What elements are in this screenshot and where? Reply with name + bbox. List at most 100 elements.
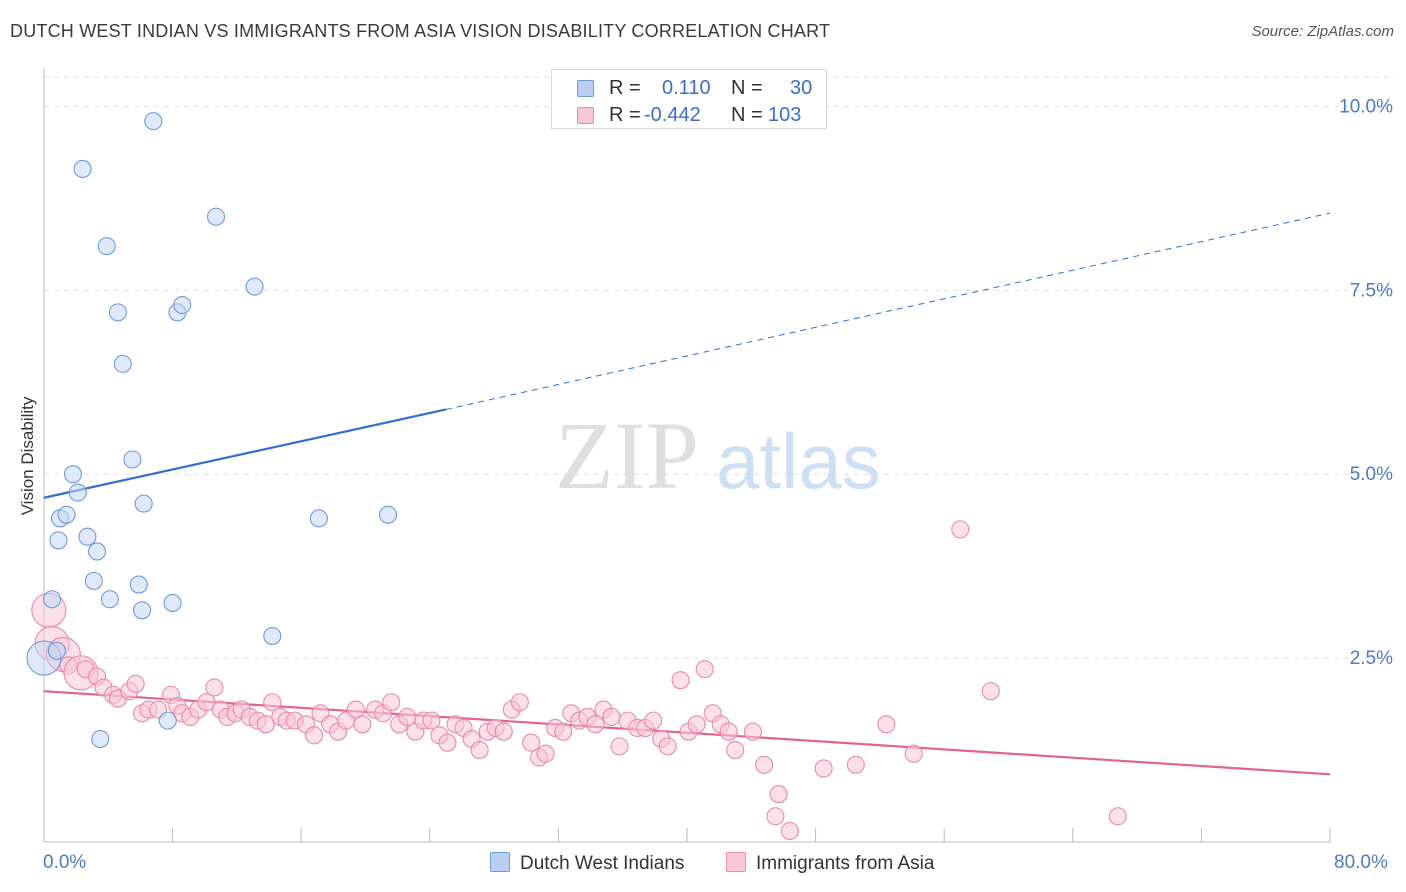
correlation-legend: R = 0.110 N = 30 R = -0.442 N = 103 <box>551 69 827 129</box>
legend-r-label: R = <box>609 77 641 99</box>
point-immigrants-from-asia <box>536 744 555 763</box>
point-immigrants-from-asia <box>263 693 282 712</box>
point-dutch-west-indians <box>63 465 82 484</box>
legend-swatch-pink <box>577 107 594 124</box>
legend-swatch-pink <box>726 852 746 872</box>
bottom-legend-dutch: Dutch West Indians <box>490 852 684 875</box>
point-immigrants-from-asia <box>769 785 788 804</box>
axes <box>43 68 1331 843</box>
point-immigrants-from-asia <box>610 737 629 756</box>
legend-label-asia: Immigrants from Asia <box>756 853 935 874</box>
point-immigrants-from-asia <box>695 660 714 679</box>
point-immigrants-from-asia <box>904 744 923 763</box>
point-immigrants-from-asia <box>951 520 970 539</box>
legend-swatch-blue <box>490 852 510 872</box>
bottom-legend-asia: Immigrants from Asia <box>726 852 934 875</box>
point-dutch-west-indians <box>42 590 62 609</box>
point-immigrants-from-asia <box>743 722 762 741</box>
legend-label-dutch: Dutch West Indians <box>520 853 685 874</box>
point-immigrants-from-asia <box>305 726 324 745</box>
point-immigrants-from-asia <box>382 693 401 712</box>
point-immigrants-from-asia <box>981 682 1000 701</box>
point-immigrants-from-asia <box>766 807 785 826</box>
legend-r-value: -0.442 <box>644 104 701 126</box>
point-dutch-west-indians <box>78 527 97 546</box>
gridlines <box>44 76 1395 659</box>
point-dutch-west-indians <box>100 590 119 609</box>
y-tick-label: 2.5% <box>1350 648 1393 669</box>
point-immigrants-from-asia <box>726 741 745 760</box>
point-immigrants-from-asia <box>205 678 224 697</box>
chart-title: DUTCH WEST INDIAN VS IMMIGRANTS FROM ASI… <box>10 21 831 41</box>
point-immigrants-from-asia <box>644 711 663 730</box>
point-immigrants-from-asia <box>422 711 441 730</box>
point-immigrants-from-asia <box>602 707 621 727</box>
point-dutch-west-indians <box>245 277 264 296</box>
point-dutch-west-indians <box>113 354 132 373</box>
point-dutch-west-indians <box>309 509 328 528</box>
y-tick-label: 5.0% <box>1350 464 1393 485</box>
point-immigrants-from-asia <box>755 755 774 774</box>
point-immigrants-from-asia <box>1108 807 1127 826</box>
point-immigrants-from-asia <box>658 737 677 756</box>
point-dutch-west-indians <box>68 483 87 502</box>
point-dutch-west-indians <box>57 505 76 524</box>
point-dutch-west-indians <box>84 571 103 590</box>
y-tick-label: 7.5% <box>1350 280 1393 301</box>
point-dutch-west-indians <box>133 601 152 620</box>
point-immigrants-from-asia <box>814 759 833 778</box>
legend-r-label: R = <box>609 104 641 126</box>
point-dutch-west-indians <box>91 729 110 749</box>
y-tick-label: 10.0% <box>1339 96 1393 117</box>
point-dutch-west-indians <box>158 711 177 730</box>
legend-n-value: 103 <box>768 104 802 126</box>
point-dutch-west-indians <box>123 450 142 469</box>
point-dutch-west-indians <box>87 542 107 561</box>
trend-line-0 <box>43 408 447 499</box>
point-dutch-west-indians <box>173 295 192 315</box>
legend-swatch-blue <box>577 80 594 97</box>
point-dutch-west-indians <box>134 494 153 513</box>
legend-n-value: 30 <box>790 77 813 99</box>
point-dutch-west-indians <box>144 112 163 131</box>
y-tick-labels: 2.5% 5.0% 7.5% 10.0% <box>1339 96 1393 669</box>
watermark-atlas: atlas <box>716 417 881 505</box>
y-axis-label: Vision Disability <box>18 396 37 516</box>
point-immigrants-from-asia <box>877 715 896 734</box>
legend-row-asia: R = -0.442 N = 103 <box>552 102 826 128</box>
point-immigrants-from-asia <box>554 722 573 741</box>
x-tick-label-max: 80.0% <box>1334 852 1388 873</box>
point-immigrants-from-asia <box>780 821 799 841</box>
legend-row-dutch: R = 0.110 N = 30 <box>552 75 826 101</box>
point-immigrants-from-asia <box>126 674 145 693</box>
point-immigrants-from-asia <box>719 722 738 741</box>
point-immigrants-from-asia <box>522 733 541 752</box>
trend-line-projection-0 <box>445 212 1331 410</box>
point-dutch-west-indians <box>97 237 116 256</box>
legend-n-label: N = <box>731 77 763 99</box>
legend-n-label: N = <box>731 104 763 126</box>
source-label: Source: ZipAtlas.com <box>1251 23 1394 40</box>
point-dutch-west-indians <box>206 207 226 226</box>
point-immigrants-from-asia <box>687 715 706 734</box>
point-immigrants-from-asia <box>671 671 690 690</box>
point-immigrants-from-asia <box>510 693 529 712</box>
point-dutch-west-indians <box>49 531 68 550</box>
legend-r-value: 0.110 <box>662 77 711 99</box>
data-points <box>26 112 1127 841</box>
point-dutch-west-indians <box>263 626 282 646</box>
point-dutch-west-indians <box>378 505 398 524</box>
point-immigrants-from-asia <box>438 733 457 752</box>
point-dutch-west-indians <box>108 303 127 322</box>
point-immigrants-from-asia <box>197 693 216 712</box>
point-dutch-west-indians <box>163 593 182 612</box>
point-immigrants-from-asia <box>470 741 489 760</box>
point-dutch-west-indians <box>73 159 92 178</box>
point-immigrants-from-asia <box>846 755 865 774</box>
point-immigrants-from-asia <box>353 715 372 734</box>
x-tick-label-min: 0.0% <box>43 852 87 873</box>
point-immigrants-from-asia <box>494 722 513 741</box>
watermark-zip: ZIP <box>555 402 699 509</box>
watermark: ZIP atlas <box>555 402 881 509</box>
